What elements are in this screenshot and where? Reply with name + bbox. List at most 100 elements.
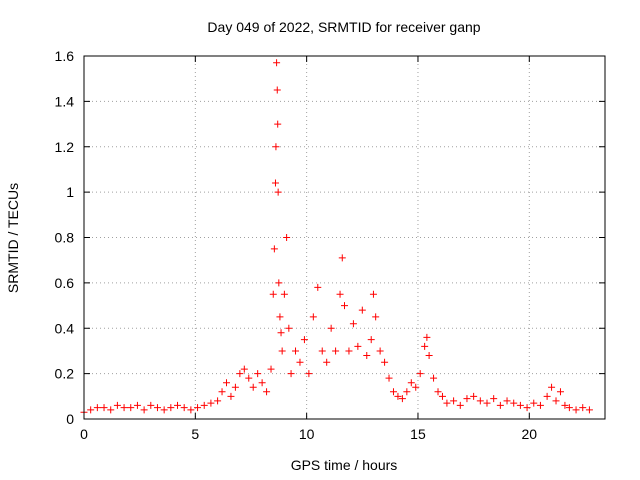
data-point [277, 329, 285, 337]
data-point [341, 302, 348, 310]
data-point [300, 336, 308, 344]
data-point [296, 358, 304, 366]
data-point [283, 234, 291, 241]
data-point [274, 120, 282, 128]
data-point [194, 404, 202, 412]
data-point [107, 406, 115, 414]
data-point [245, 374, 253, 382]
data-point [160, 406, 168, 414]
data-point [423, 333, 431, 341]
data-point [249, 383, 257, 391]
data-point [280, 290, 288, 298]
data-point [187, 406, 195, 414]
data-point [579, 404, 587, 412]
data-point [273, 59, 281, 67]
data-point [113, 401, 121, 409]
data-point [463, 395, 471, 403]
data-point [258, 379, 266, 387]
data-point [174, 401, 182, 409]
data-point [287, 370, 295, 378]
data-point [548, 383, 556, 391]
data-point [416, 370, 424, 378]
data-point [318, 347, 326, 355]
data-point [381, 358, 389, 366]
y-tick-label: 0 [66, 411, 74, 427]
data-point [470, 392, 478, 400]
data-point [389, 388, 397, 396]
data-point [338, 254, 346, 262]
data-point [398, 395, 406, 403]
data-point [565, 404, 573, 412]
data-point [127, 404, 135, 412]
data-point [100, 404, 108, 412]
y-tick-label: 0.6 [55, 275, 75, 291]
data-point [272, 143, 280, 151]
data-point [263, 388, 271, 396]
x-axis-label: GPS time / hours [291, 457, 398, 473]
data-point [180, 404, 188, 412]
data-point [274, 188, 282, 196]
data-point [207, 399, 215, 407]
axes: 0 5 10 15 20 0 0.2 0.4 0.6 0.8 1 1.2 1.4 1.6 [55, 48, 606, 442]
data-point [516, 401, 524, 409]
data-point [490, 395, 498, 403]
data-point [425, 351, 433, 359]
data-point [323, 358, 331, 366]
data-point [585, 406, 593, 414]
x-tick-label: 20 [522, 426, 538, 442]
data-point [510, 399, 518, 407]
data-point [314, 283, 322, 291]
data-point [133, 401, 141, 409]
y-tick-label: 0.4 [55, 320, 75, 336]
data-point [572, 406, 580, 414]
data-point [349, 320, 357, 328]
x-tick-label: 0 [80, 426, 88, 442]
data-point [421, 342, 429, 350]
data-point [367, 336, 375, 344]
data-point [218, 388, 226, 396]
data-point [93, 404, 101, 412]
data-point [503, 397, 511, 405]
data-point [358, 306, 366, 314]
data-point [385, 374, 393, 382]
data-point [147, 401, 155, 409]
data-point [327, 324, 335, 332]
data-point [270, 245, 278, 253]
data-point [438, 392, 446, 400]
data-point [87, 406, 95, 414]
data-point [552, 397, 560, 405]
data-point [120, 404, 128, 412]
y-tick-label: 1.4 [55, 93, 75, 109]
data-point [376, 347, 384, 355]
data-point [407, 379, 415, 387]
data-point [556, 388, 564, 396]
data-point [167, 404, 175, 412]
data-point [354, 342, 362, 350]
data-point [372, 313, 380, 321]
data-points [80, 59, 593, 416]
data-point [273, 86, 281, 94]
data-point [231, 383, 239, 391]
data-point [450, 397, 458, 405]
data-point [394, 392, 402, 400]
data-point [140, 406, 148, 414]
data-point [200, 401, 208, 409]
data-point [278, 347, 286, 355]
y-tick-label: 0.8 [55, 230, 75, 246]
data-point [561, 401, 569, 409]
data-point [434, 388, 442, 396]
data-point [271, 179, 279, 187]
y-tick-label: 1 [66, 184, 74, 200]
data-point [530, 399, 538, 407]
data-point [483, 399, 491, 407]
data-point [236, 370, 244, 378]
y-tick-label: 0.2 [55, 366, 75, 382]
data-point [153, 404, 161, 412]
data-point [412, 383, 420, 391]
y-tick-label: 1.6 [55, 48, 75, 64]
y-tick-label: 1.2 [55, 139, 75, 155]
data-point [403, 388, 411, 396]
data-point [214, 397, 222, 405]
data-point [276, 313, 284, 321]
